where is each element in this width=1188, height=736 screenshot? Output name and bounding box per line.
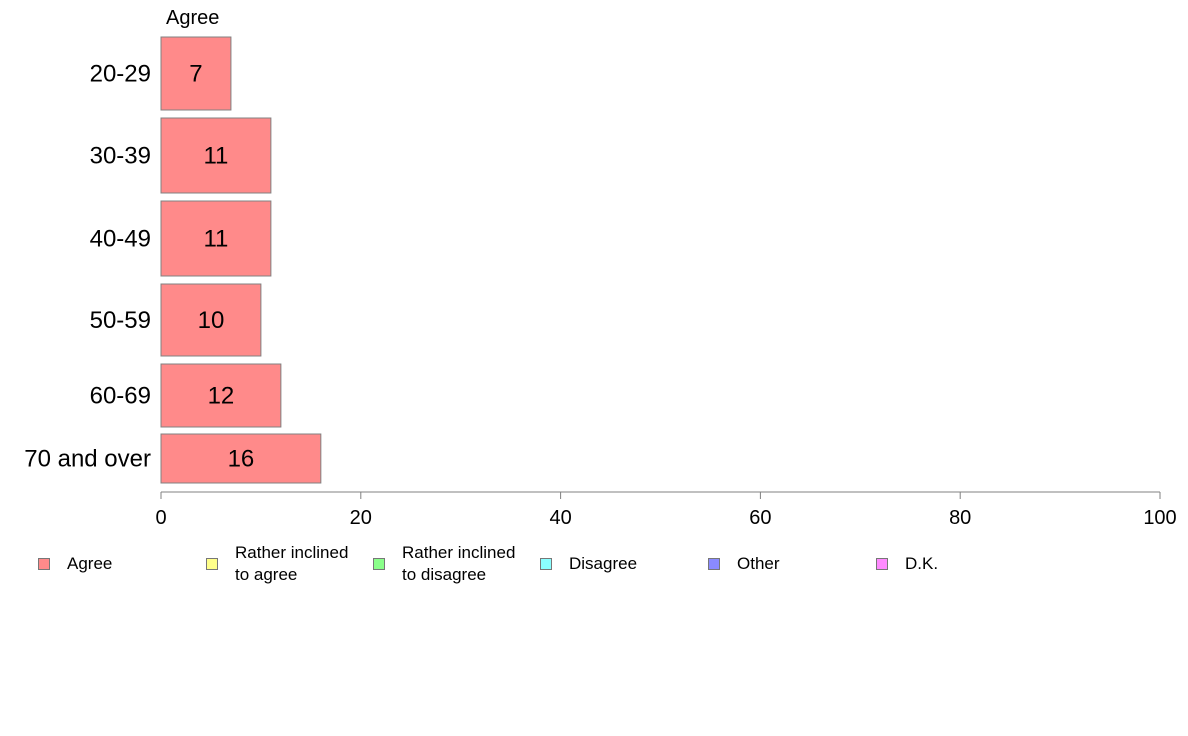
bar-value-label: 11 xyxy=(203,143,228,170)
category-label: 50-59 xyxy=(90,307,151,334)
x-tick-label: 100 xyxy=(1143,507,1176,529)
category-label: 30-39 xyxy=(90,143,151,170)
legend-label: Rather inclined to disagree xyxy=(402,543,516,584)
bar-value-label: 12 xyxy=(208,383,235,410)
legend-swatch xyxy=(708,558,720,570)
bar-30-39 xyxy=(160,117,272,194)
bar-50-59 xyxy=(160,283,262,357)
legend-label: Rather inclined to agree xyxy=(235,543,349,584)
bar-20-29 xyxy=(160,36,232,111)
legend-label: D.K. xyxy=(905,554,939,573)
bar-60-69 xyxy=(160,363,282,428)
bars: 7 20-29 11 30-39 11 40-49 10 50-59 12 60-69 16 70 a… xyxy=(24,36,322,484)
legend-item: Rather inclined to disagree xyxy=(373,542,532,586)
category-label: 70 and over xyxy=(24,446,151,473)
legend-swatch xyxy=(876,558,888,570)
legend-swatch xyxy=(38,558,50,570)
bar-value-label: 11 xyxy=(203,226,228,253)
category-label: 60-69 xyxy=(90,383,151,410)
bar-value-label: 10 xyxy=(198,307,225,334)
legend-item: Agree xyxy=(38,542,112,586)
x-tick-label: 60 xyxy=(749,507,771,529)
bar-40-49 xyxy=(160,200,272,277)
legend: Agree Rather inclined to agree Rather incl… xyxy=(38,542,1138,592)
legend-label: Agree xyxy=(67,554,113,573)
legend-item: Rather inclined to agree xyxy=(206,542,365,586)
legend-swatch xyxy=(373,558,385,570)
chart-title: Agree xyxy=(166,7,219,29)
x-axis: 0 20 40 60 80 100 xyxy=(155,491,1177,529)
legend-item: Other xyxy=(708,542,780,586)
legend-item: Disagree xyxy=(540,542,637,586)
bar-value-label: 7 xyxy=(189,61,202,88)
legend-swatch xyxy=(206,558,218,570)
bar-70-and-over xyxy=(160,433,322,484)
legend-item: D.K. xyxy=(876,542,938,586)
bar-value-label: 16 xyxy=(228,446,255,473)
category-label: 20-29 xyxy=(90,61,151,88)
x-tick-label: 0 xyxy=(155,507,166,529)
legend-label: Other xyxy=(737,554,780,573)
x-tick-label: 40 xyxy=(549,507,571,529)
legend-label: Disagree xyxy=(569,554,638,573)
x-tick-label: 20 xyxy=(350,507,372,529)
category-label: 40-49 xyxy=(90,226,151,253)
x-tick-label: 80 xyxy=(949,507,971,529)
legend-swatch xyxy=(540,558,552,570)
bar-chart: Agree 7 20-29 11 30-39 11 40-49 10 50-59 12 60-69… xyxy=(24,7,1177,529)
